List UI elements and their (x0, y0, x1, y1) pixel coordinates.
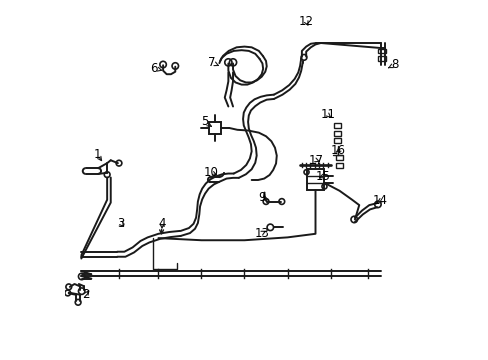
Text: 7: 7 (207, 56, 218, 69)
Text: 14: 14 (372, 194, 387, 207)
Text: 15: 15 (315, 170, 329, 183)
Text: 17: 17 (308, 154, 323, 167)
Text: 10: 10 (203, 166, 219, 179)
Bar (333, 123, 341, 128)
Text: 3: 3 (117, 216, 124, 230)
Bar (209, 122, 221, 134)
Text: 1: 1 (94, 148, 102, 161)
Bar (306, 168, 324, 190)
Bar (335, 163, 343, 168)
Text: 5: 5 (200, 116, 211, 129)
Bar (377, 49, 385, 53)
Text: 8: 8 (388, 58, 398, 71)
Text: 6: 6 (150, 62, 161, 75)
Bar (335, 155, 343, 160)
Text: 13: 13 (254, 226, 268, 239)
Text: 2: 2 (82, 288, 90, 301)
Text: 9: 9 (258, 191, 268, 204)
Bar (333, 138, 341, 143)
Text: 12: 12 (298, 15, 313, 28)
Bar (377, 56, 385, 60)
Text: 16: 16 (330, 144, 345, 157)
Bar (333, 131, 341, 135)
Text: 4: 4 (158, 216, 165, 230)
Text: 11: 11 (320, 108, 334, 121)
